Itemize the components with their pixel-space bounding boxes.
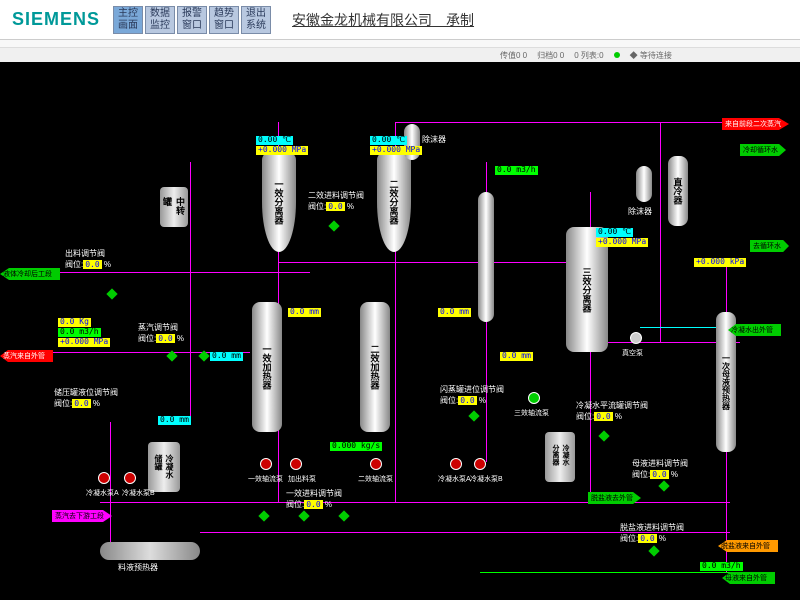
label-chuxu1: 除沫器 — [422, 134, 446, 145]
page-title: 安徽金龙机械有限公司 承制 — [292, 10, 474, 30]
vessel-small — [478, 192, 494, 322]
readout-r7: 0.0 m3/h — [495, 166, 538, 175]
readout-r13: 0.0 mm — [288, 308, 321, 317]
readout-r2: +0.000 MPa — [256, 146, 308, 155]
vessel-yijia: 一效加热器 — [252, 302, 282, 432]
nav-exit[interactable]: 退出系统 — [241, 6, 271, 34]
ruler — [0, 40, 800, 48]
vessel-erjia: 二效加热器 — [360, 302, 390, 432]
control-c4: 储压罐液位调节阀阀位:0.0 % — [54, 387, 118, 409]
vessel-erxiao: 二效分离器 — [377, 152, 411, 252]
valve-7[interactable] — [338, 510, 349, 521]
valve-8[interactable] — [468, 410, 479, 421]
pump-5[interactable] — [370, 458, 382, 470]
arrow-a8: 脱盐液去外管 — [588, 492, 641, 504]
siemens-logo: SIEMENS — [0, 9, 112, 30]
vessel-preheat — [100, 542, 200, 560]
arrow-a3: 蒸汽去下游工段 — [52, 510, 112, 522]
readout-r5: 0.00 ℃ — [596, 228, 633, 237]
arrow-a5: 冷却循环水 — [740, 144, 786, 156]
vessel-yixiao: 一效分离器 — [262, 152, 296, 252]
vessel-chuxu2 — [636, 166, 652, 202]
valve-1[interactable] — [106, 288, 117, 299]
readout-r15: 0.0 mm — [500, 352, 533, 361]
control-c9: 脱盐液进料调节阀阀位:0.0 % — [620, 522, 684, 544]
vessel-lengning: 冷凝水储罐 — [148, 442, 180, 492]
readout-r17: 0.000 kg/s — [330, 442, 382, 451]
arrow-a4: 来自前段二次蒸汽 — [722, 118, 789, 130]
vessel-lengning2: 冷凝水分离器 — [545, 432, 575, 482]
pump-8[interactable] — [528, 392, 540, 404]
pump-2[interactable] — [124, 472, 136, 484]
control-c6: 冷凝水平流罐调节阀阀位:0.0 % — [576, 400, 648, 422]
label-chuxu2: 除沫器 — [628, 206, 652, 217]
pump-6[interactable] — [450, 458, 462, 470]
readout-r18: 0.0 m3/h — [700, 562, 743, 571]
control-c2: 蒸汽调节阀阀位:0.0 % — [138, 322, 184, 344]
pump-1[interactable] — [98, 472, 110, 484]
nav-trend[interactable]: 趋势窗口 — [209, 6, 239, 34]
pump-7[interactable] — [474, 458, 486, 470]
label-preheat: 料液预热器 — [118, 562, 158, 573]
arrow-a7: 冷凝水出外管 — [728, 324, 781, 336]
arrow-a9: 脱盐液来自外管 — [718, 540, 778, 552]
arrow-a1: 液体冷却后工段 — [0, 268, 60, 280]
readout-r11: +0.000 MPa — [58, 338, 110, 347]
control-c8: 母液进料调节阀阀位:0.0 % — [632, 458, 688, 480]
pump-3[interactable] — [260, 458, 272, 470]
control-c5: 闪蒸罐进位调节阀阀位:0.0 % — [440, 384, 504, 406]
readout-r14: 0.0 mm — [438, 308, 471, 317]
nav-alarm[interactable]: 报警窗口 — [177, 6, 207, 34]
readout-r3: 0.00 ℃ — [370, 136, 407, 145]
readout-r4: +0.000 MPa — [370, 146, 422, 155]
pump-vac[interactable] — [630, 332, 642, 344]
arrow-a10: 母液来自外管 — [722, 572, 775, 584]
vessel-zhongzhuan: 中转罐 — [160, 187, 188, 227]
valve-5[interactable] — [258, 510, 269, 521]
status-bar: 传值0 0归档0 00 列表:0 ◆ 等待连接 — [0, 48, 800, 62]
control-c3: 二效进料调节阀阀位:0.0 % — [308, 190, 364, 212]
valve-6[interactable] — [298, 510, 309, 521]
readout-r6: +0.000 MPa — [596, 238, 648, 247]
nav-data[interactable]: 数据监控 — [145, 6, 175, 34]
vessel-zhiqi: 直冷器 — [668, 156, 688, 226]
arrow-a2: 蒸汽来自外管 — [0, 350, 53, 362]
valve-4[interactable] — [328, 220, 339, 231]
control-c1: 出料调节阀阀位:0.0 % — [65, 248, 111, 270]
valve-10[interactable] — [658, 480, 669, 491]
readout-r8: +0.000 kPa — [694, 258, 746, 267]
readout-r10: 0.0 m3/h — [58, 328, 101, 337]
top-toolbar: SIEMENS 主控画面 数据监控 报警窗口 趋势窗口 退出系统 安徽金龙机械有… — [0, 0, 800, 40]
valve-9[interactable] — [598, 430, 609, 441]
readout-r12: 0.0 mm — [210, 352, 243, 361]
readout-r16: 0.0 mm — [158, 416, 191, 425]
arrow-a6: 去循环水 — [750, 240, 789, 252]
readout-r1: 0.00 ℃ — [256, 136, 293, 145]
readout-r9: 0.0 Kg — [58, 318, 91, 327]
control-c7: 一效进料调节阀阀位:0.0 % — [286, 488, 342, 510]
nav-main[interactable]: 主控画面 — [113, 6, 143, 34]
valve-11[interactable] — [648, 545, 659, 556]
process-canvas: 中转罐 一效分离器 二效分离器 三效分离器 除沫器 除沫器 直冷器 一效加热器 … — [0, 62, 800, 600]
pump-4[interactable] — [290, 458, 302, 470]
